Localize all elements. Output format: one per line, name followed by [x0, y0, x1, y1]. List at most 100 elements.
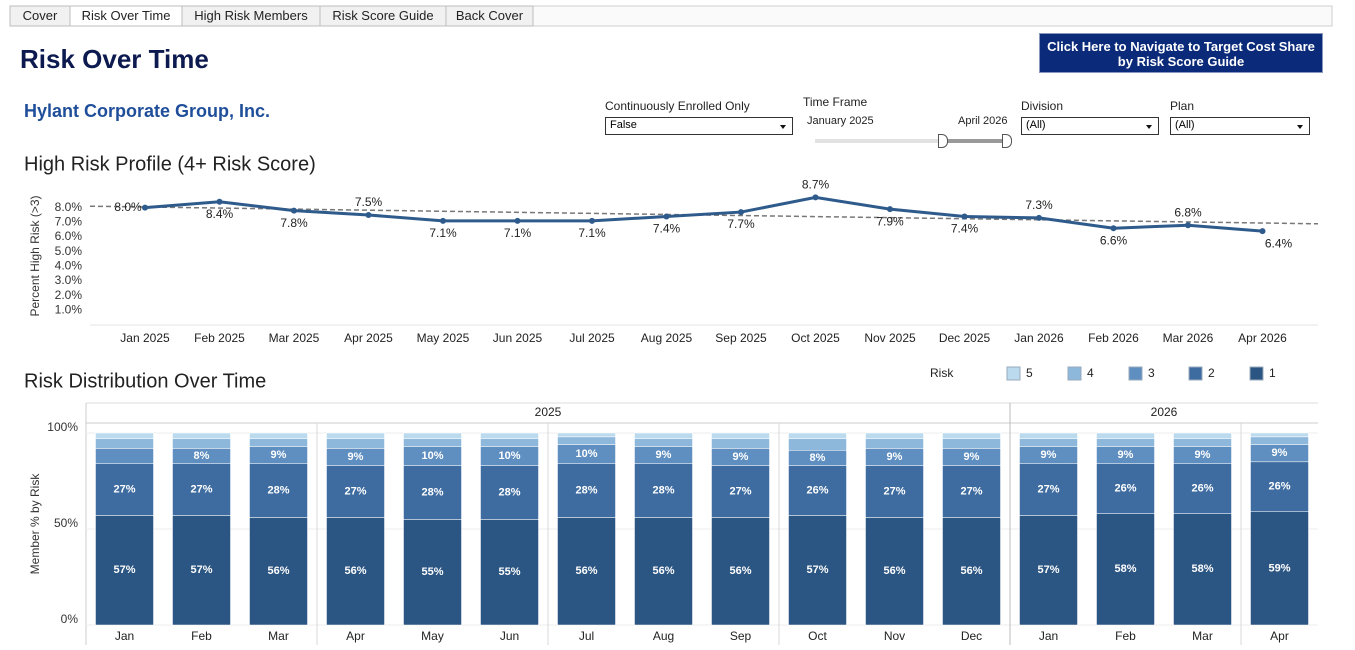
- legend-swatch: [1188, 366, 1203, 381]
- company-name: Hylant Corporate Group, Inc.: [24, 101, 271, 121]
- data-label: 27%: [190, 484, 212, 496]
- data-label: 8.7%: [802, 178, 830, 192]
- legend-swatch: [1067, 366, 1082, 381]
- data-label: 28%: [267, 485, 289, 497]
- point: [887, 206, 893, 213]
- slider-range: [942, 139, 1008, 143]
- point: [291, 207, 297, 214]
- data-label: 27%: [1037, 484, 1059, 496]
- bar-segment: [326, 465, 385, 518]
- tab[interactable]: [445, 5, 534, 27]
- data-label: 57%: [806, 564, 828, 576]
- bar-segment: [788, 465, 847, 516]
- bar-segment: [1173, 513, 1232, 626]
- data-label: 56%: [267, 565, 289, 577]
- x-tick-label: Apr 2025: [344, 331, 393, 345]
- bar-segment: [711, 465, 770, 518]
- x-tick-label: Feb 2025: [194, 331, 245, 345]
- y-tick-label: 2.0%: [55, 288, 83, 302]
- x-tick-label: Jan: [1039, 629, 1058, 643]
- slider-handle[interactable]: [938, 134, 948, 148]
- bar-segment: [942, 465, 1001, 518]
- y-axis-label: Percent High Risk (>3): [28, 195, 42, 316]
- data-label: 27%: [729, 485, 751, 497]
- chart-title: Risk Distribution Over Time: [24, 370, 266, 392]
- point: [365, 212, 372, 218]
- bar-segment: [865, 438, 924, 449]
- bar-segment: [788, 438, 847, 451]
- data-label: 7.8%: [280, 216, 308, 230]
- point: [1110, 225, 1117, 232]
- tab-label[interactable]: High Risk Members: [194, 8, 308, 23]
- bar-segment: [1250, 461, 1309, 512]
- bar-segment: [788, 515, 847, 626]
- filter-select[interactable]: False: [605, 117, 793, 135]
- x-tick-label: Dec: [961, 629, 982, 643]
- y-tick-label: 50%: [54, 516, 78, 530]
- bar-segment: [1019, 515, 1078, 626]
- bar-segment: [634, 438, 693, 447]
- bar-segment: [403, 432, 462, 440]
- y-tick-label: 6.0%: [55, 229, 83, 243]
- data-label: 56%: [729, 565, 751, 577]
- bar-segment: [326, 432, 385, 440]
- data-label: 28%: [421, 486, 443, 498]
- data-label: 7.1%: [578, 226, 606, 240]
- point: [812, 194, 819, 201]
- bar-segment: [480, 465, 539, 520]
- data-label: 58%: [1114, 563, 1136, 575]
- bar-segment: [249, 438, 308, 447]
- bar-segment: [865, 517, 924, 626]
- data-label: 7.5%: [355, 195, 383, 209]
- slider-track: [815, 139, 1008, 143]
- data-label: 55%: [421, 566, 443, 578]
- data-label: 7.4%: [951, 222, 979, 236]
- x-tick-label: Jan: [115, 629, 134, 643]
- filter-select[interactable]: (All): [1170, 117, 1310, 135]
- data-label: 56%: [344, 565, 366, 577]
- bar-segment: [557, 463, 616, 518]
- slider-handle[interactable]: [1002, 134, 1012, 148]
- data-label: 7.1%: [504, 226, 532, 240]
- bar-segment: [403, 465, 462, 520]
- filter-select[interactable]: (All): [1021, 117, 1159, 135]
- bar-segment: [711, 517, 770, 626]
- legend-label: 4: [1087, 366, 1094, 380]
- x-tick-label: Jul: [579, 629, 594, 643]
- time-frame-start: January 2025: [807, 115, 874, 127]
- tab-label[interactable]: Risk Over Time: [82, 8, 171, 23]
- x-tick-label: Oct 2025: [791, 331, 840, 345]
- data-label: 28%: [575, 485, 597, 497]
- bar-segment: [172, 438, 231, 449]
- bar-segment: [95, 448, 154, 464]
- tab-label[interactable]: Back Cover: [456, 8, 524, 23]
- tab-label[interactable]: Risk Score Guide: [332, 8, 433, 23]
- data-label: 27%: [960, 485, 982, 497]
- data-label: 6.8%: [1174, 205, 1202, 219]
- bar-segment: [1096, 438, 1155, 447]
- x-tick-label: May: [421, 629, 444, 643]
- bar-segment: [634, 517, 693, 626]
- legend-label: 3: [1148, 366, 1155, 380]
- point: [589, 217, 595, 224]
- y-tick-label: 5.0%: [55, 244, 83, 258]
- bar-segment: [172, 432, 231, 440]
- x-tick-label: Aug 2025: [641, 331, 693, 345]
- data-label: 6.6%: [1100, 233, 1128, 247]
- data-label: 59%: [1268, 562, 1290, 574]
- x-tick-label: Apr: [1270, 629, 1289, 643]
- data-label: 9%: [733, 451, 749, 463]
- data-label: 7.3%: [1025, 198, 1053, 212]
- data-label: 9%: [1041, 449, 1057, 461]
- bar-segment: [249, 517, 308, 626]
- data-label: 26%: [806, 485, 828, 497]
- bar-segment: [1096, 463, 1155, 514]
- data-label: 10%: [421, 450, 443, 462]
- y-tick-label: 8.0%: [55, 200, 83, 214]
- x-tick-label: Mar: [1192, 629, 1213, 643]
- bar-segment: [480, 432, 539, 440]
- tab-label[interactable]: Cover: [23, 8, 58, 23]
- nav-button[interactable]: Click Here to Navigate to Target Cost Sh…: [1039, 33, 1323, 73]
- y-tick-label: 100%: [47, 420, 78, 434]
